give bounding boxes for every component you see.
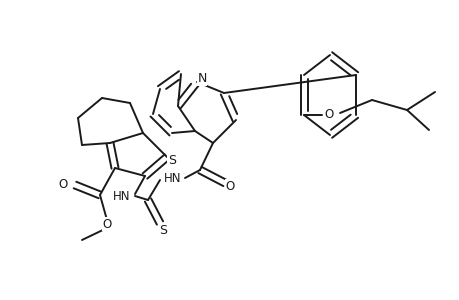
Text: N: N <box>197 73 206 85</box>
Text: S: S <box>168 154 176 166</box>
Text: O: O <box>59 178 68 191</box>
Text: HN: HN <box>113 190 130 202</box>
Text: O: O <box>102 218 112 230</box>
Text: S: S <box>159 224 167 238</box>
Text: O: O <box>324 109 333 122</box>
Text: O: O <box>225 179 234 193</box>
Text: HN: HN <box>164 172 181 184</box>
